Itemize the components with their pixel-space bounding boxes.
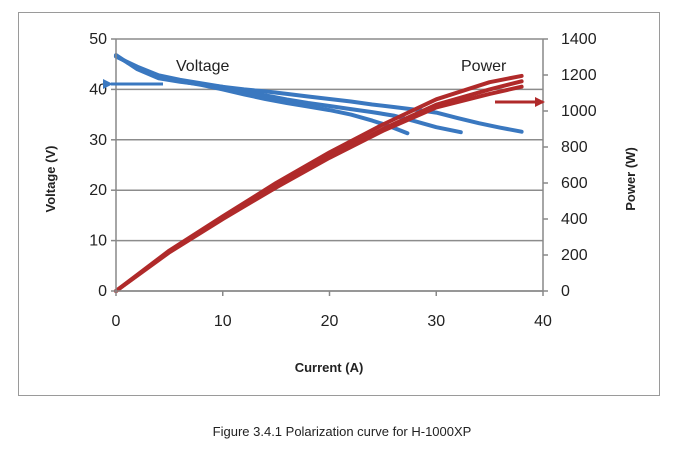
y-right-tick-label: 1000 <box>561 103 597 120</box>
series-layer <box>114 53 524 293</box>
voltage-annotation: Voltage <box>176 58 229 75</box>
x-tick-label: 40 <box>534 313 552 330</box>
axis-layer: 0 10 20 30 400102030405002004006008001000120… <box>89 31 596 330</box>
power-curve-3 <box>114 84 524 293</box>
y-left-tick-label: 20 <box>89 182 107 199</box>
y-right-tick-label: 1400 <box>561 31 597 48</box>
x-tick-label: 20 <box>321 313 339 330</box>
polarization-chart: 0 10 20 30 400102030405002004006008001000120… <box>43 31 638 375</box>
x-axis-title: Current (A) <box>295 360 364 375</box>
y-left-tick-label: 40 <box>89 81 107 98</box>
y-left-tick-label: 0 <box>98 283 107 300</box>
x-tick-label: 30 <box>427 313 445 330</box>
power-curve-2 <box>114 79 524 293</box>
x-tick-label: 10 <box>214 313 232 330</box>
y-right-tick-label: 200 <box>561 247 588 264</box>
chart-frame: 0 10 20 30 40 0 10 20 30 40 50 0 200 400 600 800 1000 120… <box>18 12 660 396</box>
y-right-tick-label: 0 <box>561 283 570 300</box>
y-left-tick-label: 30 <box>89 132 107 149</box>
y-right-tick-label: 1200 <box>561 67 597 84</box>
voltage-curve-3 <box>114 54 410 136</box>
y-right-tick-label: 800 <box>561 139 588 156</box>
y-left-axis-title: Voltage (V) <box>43 146 58 213</box>
grid-layer <box>116 38 543 292</box>
y-left-tick-label: 10 <box>89 233 107 250</box>
y-right-axis-title: Power (W) <box>623 147 638 211</box>
x-tick-label: 0 <box>112 313 121 330</box>
y-left-tick-label: 50 <box>89 31 107 48</box>
label-layer: Current (A) Voltage (V) Power (W) Voltag… <box>43 58 638 375</box>
figure-caption: Figure 3.4.1 Polarization curve for H-10… <box>212 424 472 439</box>
y-right-tick-label: 600 <box>561 175 588 192</box>
y-right-tick-label: 400 <box>561 211 588 228</box>
power-annotation: Power <box>461 58 507 75</box>
